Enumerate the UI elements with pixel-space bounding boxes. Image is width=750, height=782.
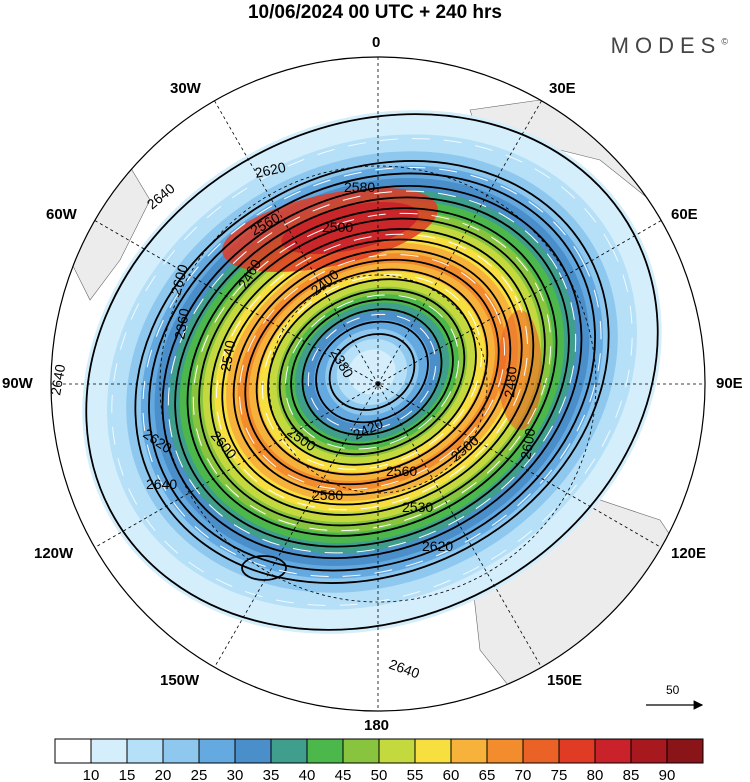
colorbar-swatch bbox=[162, 738, 200, 764]
colorbar-label: 10 bbox=[83, 767, 100, 782]
colorbar-label: 55 bbox=[407, 767, 424, 782]
contour-label: 2620 bbox=[422, 538, 453, 554]
lon-label-0: 0 bbox=[372, 34, 381, 51]
contour-label: 2480 bbox=[501, 366, 520, 399]
colorbar-label: 30 bbox=[227, 767, 244, 782]
vector-scale-label: 50 bbox=[666, 683, 680, 697]
lon-label-30w: 30W bbox=[170, 80, 201, 97]
colorbar-label: 85 bbox=[623, 767, 640, 782]
colorbar-swatch bbox=[306, 738, 344, 764]
colorbar-swatch bbox=[594, 738, 632, 764]
lon-label-60e: 60E bbox=[671, 206, 698, 223]
contour-label: 2560 bbox=[386, 463, 417, 479]
contour-label: 2580 bbox=[312, 487, 343, 503]
lon-label-150w: 150W bbox=[160, 672, 200, 689]
colorbar-swatch bbox=[450, 738, 488, 764]
colorbar-label: 25 bbox=[191, 767, 208, 782]
contour-label: 2500 bbox=[322, 219, 353, 235]
colorbar-swatch bbox=[558, 738, 596, 764]
colorbar-swatch bbox=[234, 738, 272, 764]
colorbar-label: 20 bbox=[155, 767, 172, 782]
contour-label: 2640 bbox=[47, 363, 68, 397]
colorbar bbox=[54, 738, 704, 764]
lon-label-150e: 150E bbox=[547, 672, 583, 689]
colorbar-label: 75 bbox=[551, 767, 568, 782]
colorbar-label: 45 bbox=[335, 767, 352, 782]
contour-label: 2530 bbox=[402, 499, 433, 515]
closed-contour bbox=[241, 555, 287, 581]
colorbar-swatch bbox=[270, 738, 308, 764]
contours bbox=[85, 113, 659, 631]
colorbar-swatch bbox=[666, 738, 704, 764]
contour-label: 2540 bbox=[217, 339, 238, 373]
contour-label: 2360 bbox=[171, 307, 192, 341]
lon-label-90w: 90W bbox=[2, 375, 33, 392]
modes-logo: MODES© bbox=[610, 33, 728, 58]
colorbar-swatch bbox=[486, 738, 524, 764]
colorbar-label: 40 bbox=[299, 767, 316, 782]
colorbar-swatch bbox=[54, 738, 92, 764]
colorbar-swatch bbox=[342, 738, 380, 764]
contour-label: 2600 bbox=[517, 427, 538, 461]
colorbar-label: 15 bbox=[119, 767, 136, 782]
lon-label-120w: 120W bbox=[34, 545, 74, 562]
contour-label: 2600 bbox=[167, 262, 191, 296]
colorbar-labels: 10 15 20 25 30 35 40 45 50 55 60 65 70 75 80 85 90 bbox=[83, 767, 676, 782]
wind-shading bbox=[82, 110, 662, 634]
colorbar-swatch bbox=[630, 738, 668, 764]
colorbar-label: 65 bbox=[479, 767, 496, 782]
colorbar-swatch bbox=[126, 738, 164, 764]
colorbar-swatch bbox=[378, 738, 416, 764]
lon-label-30e: 30E bbox=[549, 80, 576, 97]
colorbar-label: 50 bbox=[371, 767, 388, 782]
contour-label: 2580 bbox=[344, 179, 375, 195]
colorbar-label: 60 bbox=[443, 767, 460, 782]
contour-label: 2640 bbox=[146, 476, 177, 492]
colorbar-swatch bbox=[198, 738, 236, 764]
lon-label-120e: 120E bbox=[671, 545, 707, 562]
colorbar-label: 70 bbox=[515, 767, 532, 782]
lon-label-180: 180 bbox=[364, 717, 390, 734]
colorbar-label: 90 bbox=[659, 767, 676, 782]
map-title: 10/06/2024 00 UTC + 240 hrs bbox=[247, 2, 503, 23]
colorbar-swatch bbox=[414, 738, 452, 764]
colorbar-label: 80 bbox=[587, 767, 604, 782]
colorbar-swatch bbox=[522, 738, 560, 764]
lon-label-90e: 90E bbox=[716, 375, 743, 392]
colorbar-swatch bbox=[90, 738, 128, 764]
contour-label: 2620 bbox=[253, 159, 287, 181]
colorbar-label: 35 bbox=[263, 767, 280, 782]
lon-label-60w: 60W bbox=[46, 206, 77, 223]
